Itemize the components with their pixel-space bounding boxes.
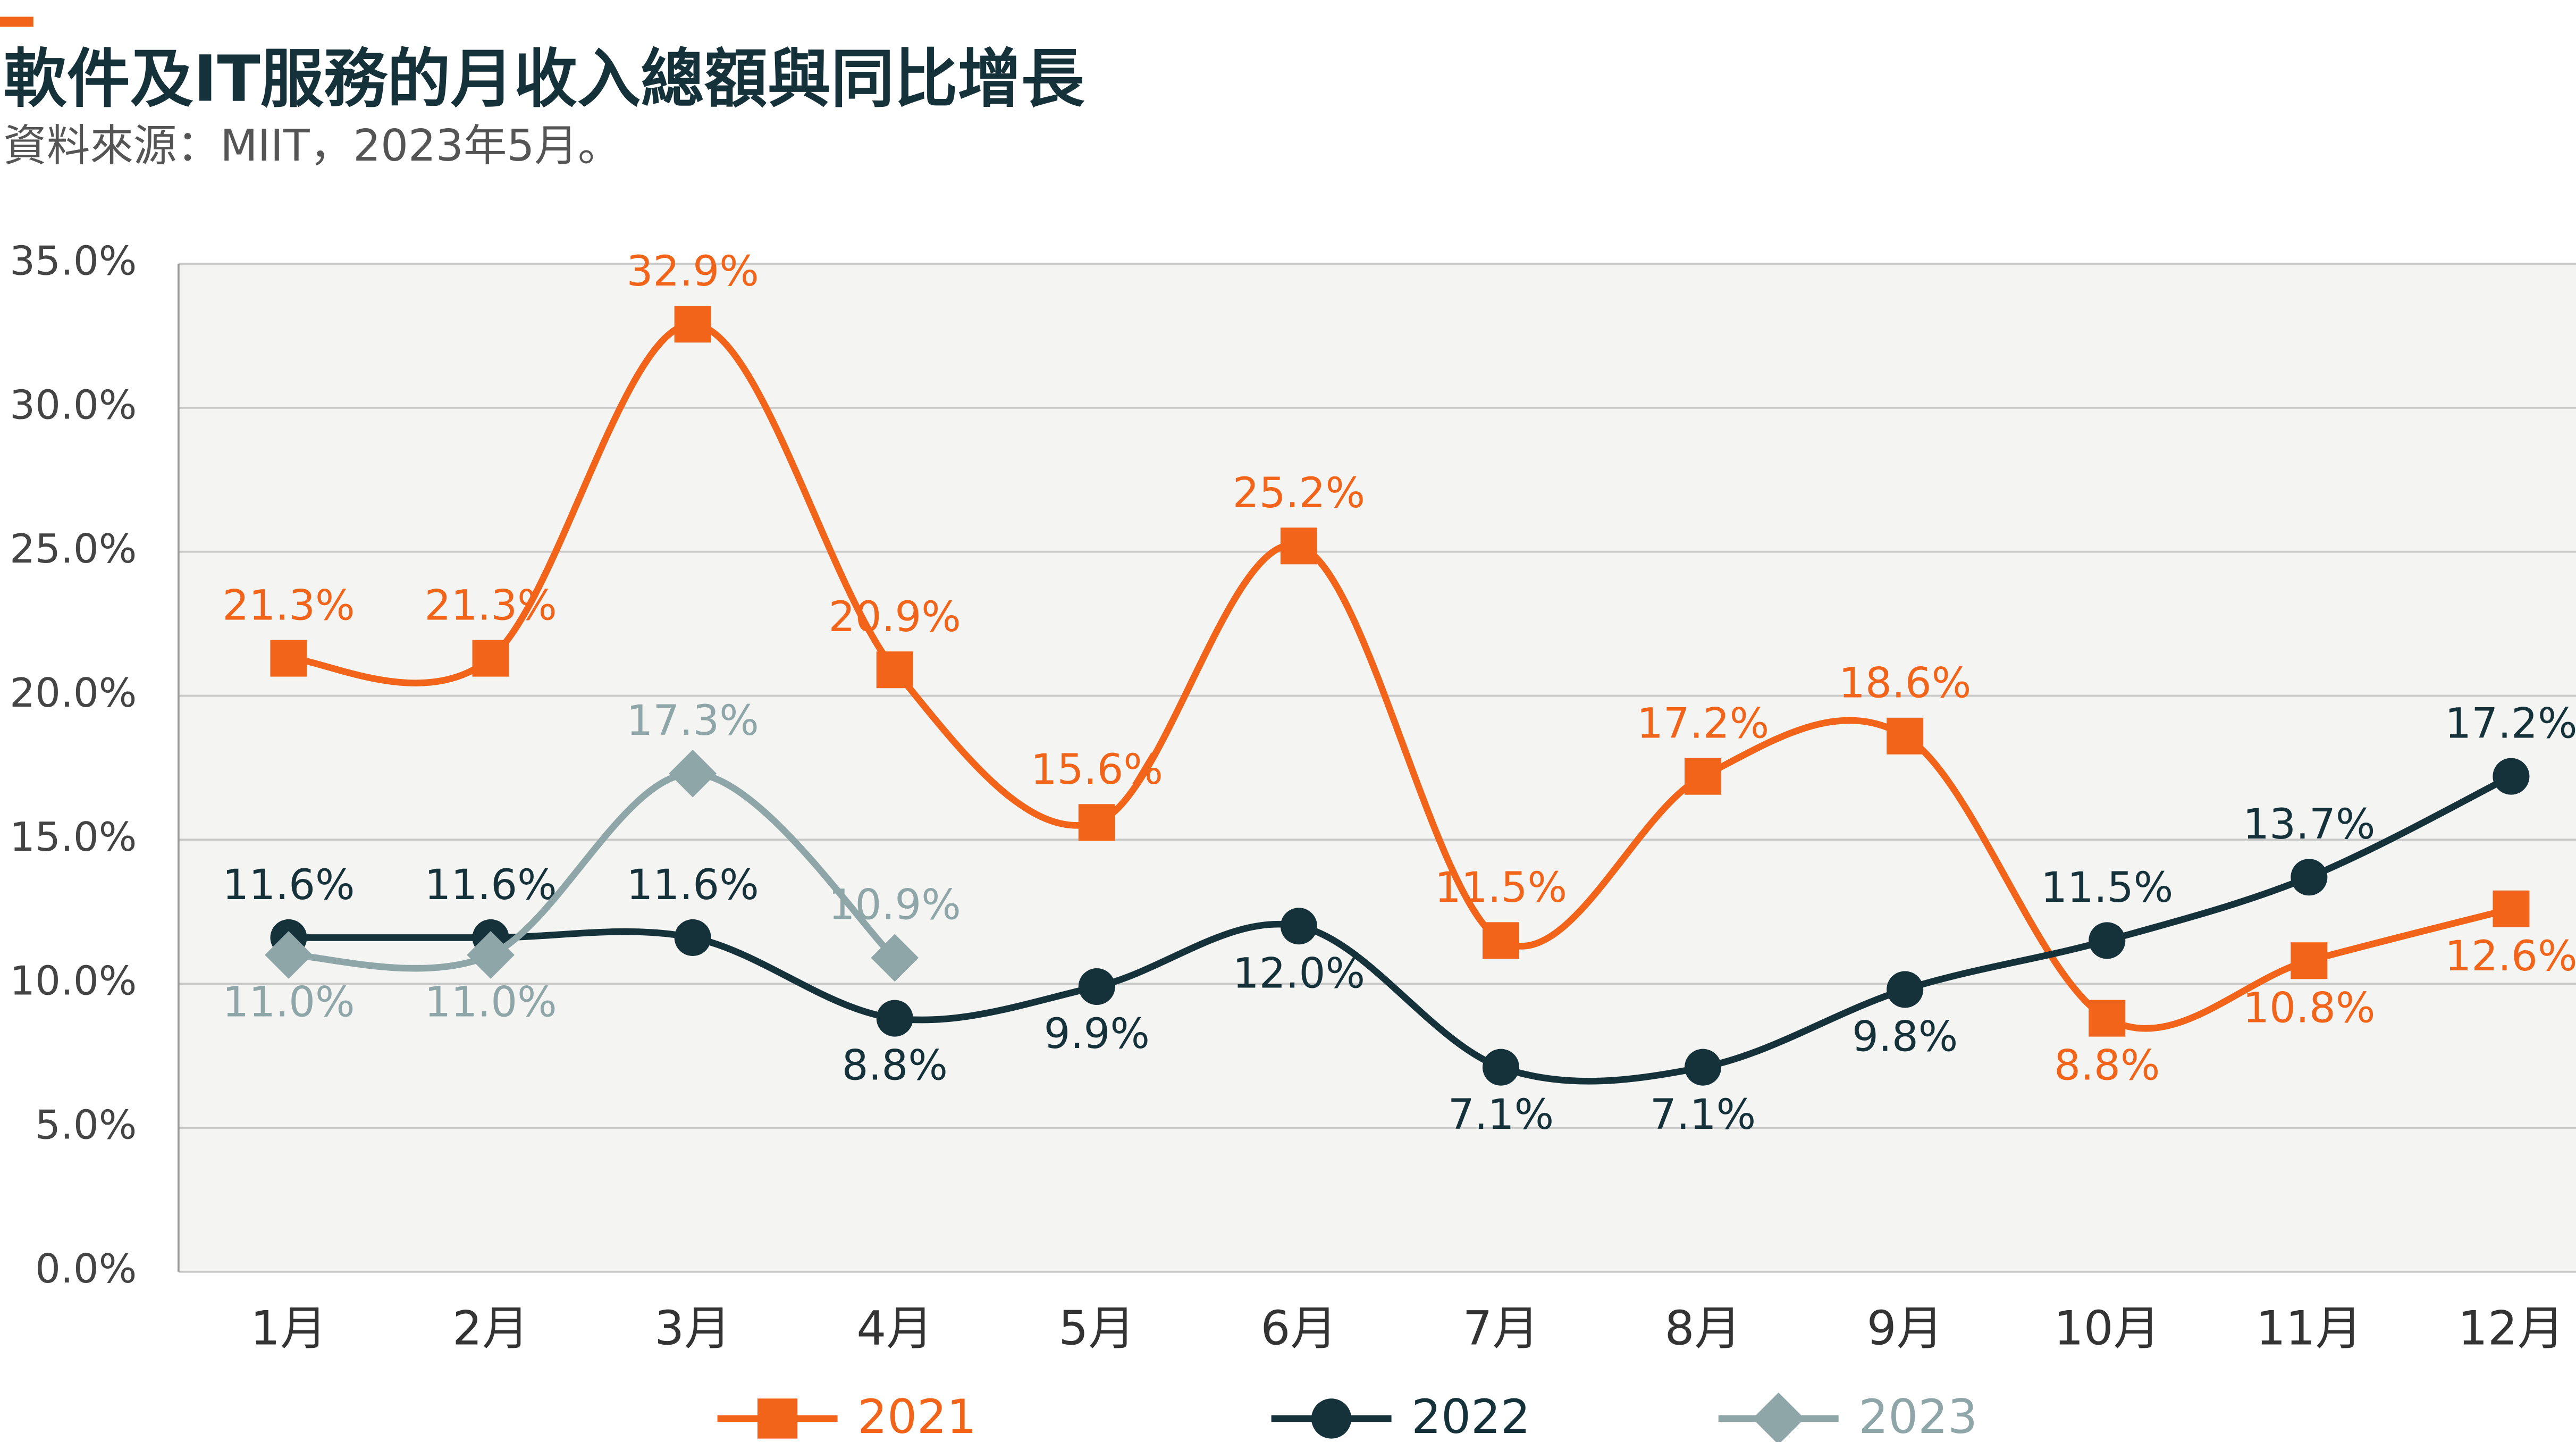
accent-bar (0, 16, 33, 27)
marker (669, 749, 717, 798)
y-tick-label: 15.0% (10, 814, 137, 860)
x-tick-label: 10月 (2054, 1301, 2160, 1356)
marker (1280, 908, 1317, 945)
data-label: 13.7% (2243, 800, 2375, 849)
data-label: 18.6% (1839, 659, 1971, 708)
marker (2291, 942, 2328, 979)
marker (1752, 1392, 1805, 1442)
data-label: 12.6% (2445, 932, 2576, 980)
plot-area (178, 264, 2576, 1272)
y-tick-label: 30.0% (10, 381, 137, 428)
data-label: 17.2% (2445, 699, 2576, 748)
marker (472, 640, 509, 677)
marker (876, 1000, 913, 1037)
y-tick-label: 5.0% (35, 1101, 137, 1148)
marker (674, 919, 711, 956)
legend-label: 2021 (857, 1389, 976, 1442)
data-label: 17.2% (1637, 699, 1769, 748)
legend-label: 2023 (1858, 1389, 1977, 1442)
data-label: 11.6% (222, 860, 355, 909)
marker (757, 1398, 798, 1439)
marker (2493, 758, 2530, 795)
x-tick-label: 4月 (856, 1301, 933, 1356)
data-label: 17.3% (627, 696, 759, 745)
marker (467, 931, 515, 979)
marker (1887, 971, 1924, 1008)
series-line (288, 770, 897, 972)
data-label: 11.0% (424, 978, 557, 1027)
data-label: 8.8% (2054, 1041, 2160, 1090)
x-tick-label: 6月 (1261, 1301, 1337, 1356)
x-tick-label: 11月 (2256, 1301, 2362, 1356)
data-label: 32.9% (627, 247, 759, 296)
legend-label: 2022 (1411, 1389, 1530, 1442)
marker (2493, 890, 2530, 927)
chart-title: 軟件及IT服務的月收入總額與同比增長 (3, 43, 1084, 116)
marker (1078, 968, 1115, 1005)
marker (1482, 1049, 1520, 1086)
marker (1078, 804, 1115, 841)
marker (2089, 1000, 2126, 1037)
data-label: 21.3% (222, 581, 355, 630)
marker (1685, 1049, 1722, 1086)
marker (2089, 922, 2126, 959)
chart-subtitle: 資料來源：MIIT，2023年5月。 (3, 121, 621, 171)
x-tick-label: 2月 (452, 1301, 529, 1356)
data-label: 7.1% (1448, 1090, 1554, 1139)
data-label: 7.1% (1650, 1090, 1756, 1139)
x-tick-label: 9月 (1867, 1301, 1943, 1356)
data-label: 11.6% (627, 860, 759, 909)
data-label: 11.6% (424, 860, 557, 909)
data-label: 11.5% (1435, 863, 1567, 912)
marker (1887, 717, 1924, 754)
data-label: 9.8% (1852, 1012, 1958, 1061)
data-label: 15.6% (1031, 745, 1163, 794)
marker (1311, 1398, 1352, 1439)
x-tick-label: 7月 (1463, 1301, 1539, 1356)
marker (871, 934, 919, 982)
data-label: 11.0% (222, 978, 355, 1027)
marker (270, 640, 307, 677)
y-tick-label: 0.0% (35, 1245, 137, 1292)
x-tick-label: 5月 (1058, 1301, 1135, 1356)
x-tick-label: 8月 (1665, 1301, 1741, 1356)
data-label: 25.2% (1233, 468, 1365, 517)
series-line (288, 321, 2512, 1032)
marker (674, 306, 711, 343)
data-label: 20.9% (829, 592, 961, 641)
y-tick-label: 10.0% (10, 958, 137, 1004)
data-label: 9.9% (1044, 1009, 1150, 1058)
marker (2291, 859, 2328, 896)
marker (1482, 922, 1520, 959)
y-tick-label: 35.0% (10, 238, 137, 284)
x-tick-label: 12月 (2458, 1301, 2564, 1356)
data-label: 12.0% (1233, 949, 1365, 997)
x-tick-label: 3月 (654, 1301, 731, 1356)
marker (265, 931, 313, 979)
y-tick-label: 25.0% (10, 525, 137, 572)
marker (876, 651, 913, 689)
data-label: 8.8% (842, 1041, 948, 1090)
data-label: 21.3% (424, 581, 557, 630)
y-tick-label: 20.0% (10, 669, 137, 716)
data-label: 10.9% (829, 881, 961, 929)
marker (1685, 758, 1722, 795)
marker (1280, 527, 1317, 565)
data-label: 11.5% (2041, 863, 2173, 912)
data-label: 10.8% (2243, 983, 2375, 1032)
x-tick-label: 1月 (250, 1301, 327, 1356)
